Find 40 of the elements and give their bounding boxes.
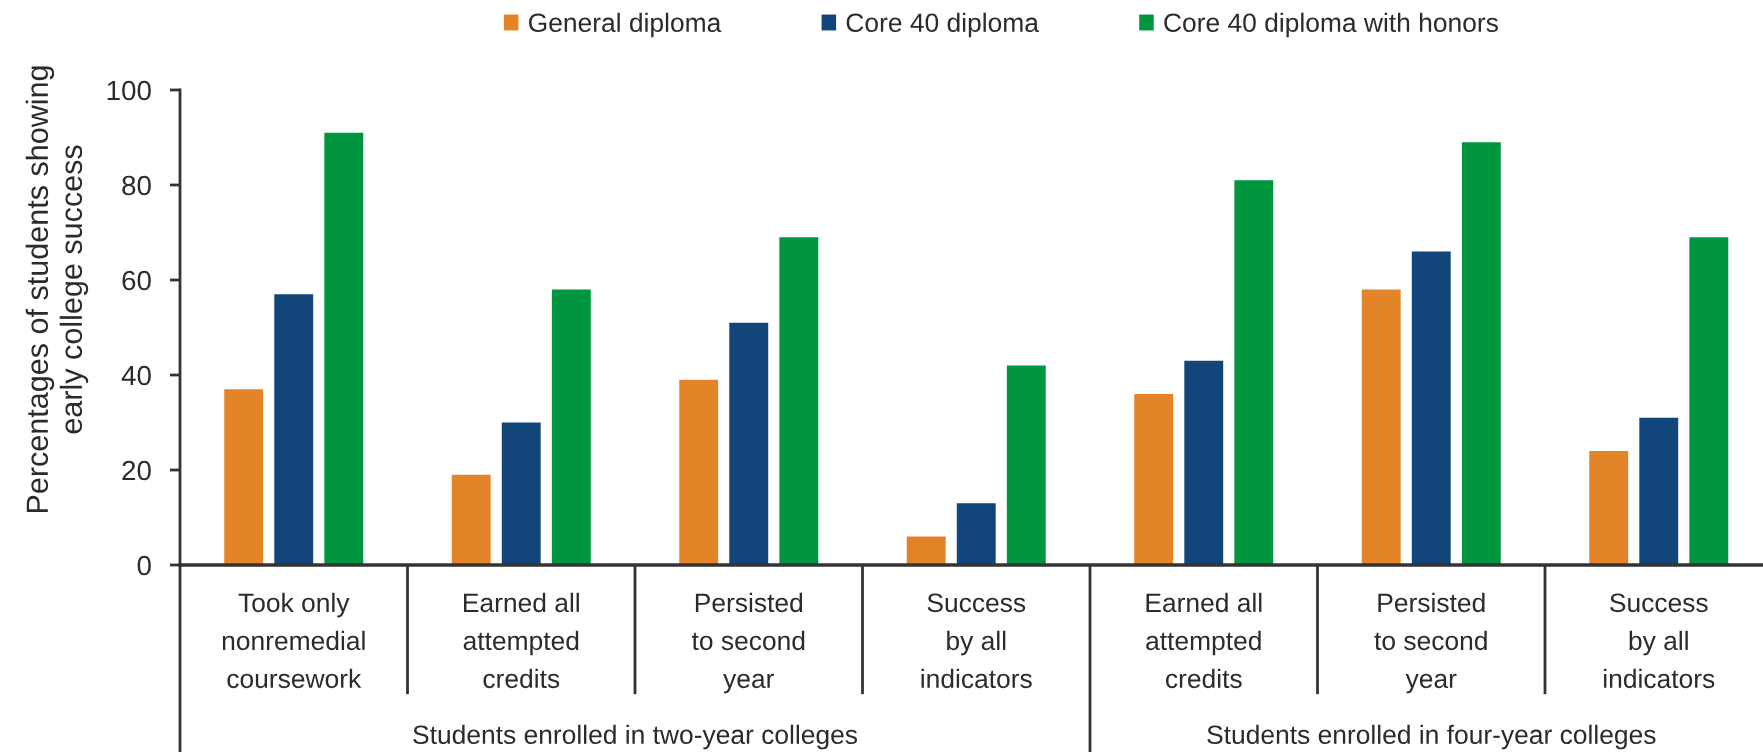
bar	[956, 503, 996, 565]
y-tick-label: 20	[122, 460, 151, 481]
bar	[324, 132, 364, 565]
text: Students enrolled in four-year colleges	[1207, 724, 1656, 750]
y-tick-label: 0	[137, 555, 151, 576]
legend-label: Core 40 diploma with honors	[1164, 12, 1498, 38]
x-tick-label: Took only nonremedial coursework	[222, 592, 365, 689]
y-tick-label: 100	[107, 80, 151, 101]
x-tick-label: Earned all attempted credits	[1146, 592, 1262, 689]
x-tick-label: Earned all attempted credits	[463, 592, 579, 689]
bar	[274, 294, 314, 565]
bar	[1411, 251, 1451, 565]
bar	[1461, 142, 1501, 565]
bar	[1639, 417, 1679, 565]
bar	[451, 474, 491, 565]
x-tick-label: Persisted to second year	[1374, 592, 1487, 694]
bar	[551, 289, 591, 565]
x-tick-label: Persisted to second year	[691, 592, 805, 694]
y-axis-title: Percentages of students showing early college success	[25, 66, 89, 513]
bar	[679, 379, 719, 565]
bar	[1134, 394, 1174, 565]
bar	[1589, 451, 1629, 565]
x-tick-label: Success by all indicators	[1604, 593, 1715, 689]
text: Students enrolled in two-year colleges	[413, 724, 858, 750]
bar	[906, 536, 946, 565]
bar	[1006, 365, 1046, 565]
bar	[1361, 289, 1401, 565]
bar	[729, 322, 769, 565]
bar	[1689, 237, 1729, 565]
x-tick-label: Success by all indicators	[921, 593, 1032, 689]
y-tick-label: 60	[122, 270, 151, 291]
bar	[1184, 360, 1224, 565]
y-tick-label: 40	[121, 365, 151, 386]
y-tick-label: 80	[122, 175, 151, 196]
bar	[1234, 180, 1274, 565]
legend-label: General diploma	[529, 12, 722, 38]
bar	[224, 389, 264, 565]
legend-label: Core 40 diploma	[846, 12, 1039, 38]
bar	[501, 422, 541, 565]
bar	[779, 237, 819, 565]
